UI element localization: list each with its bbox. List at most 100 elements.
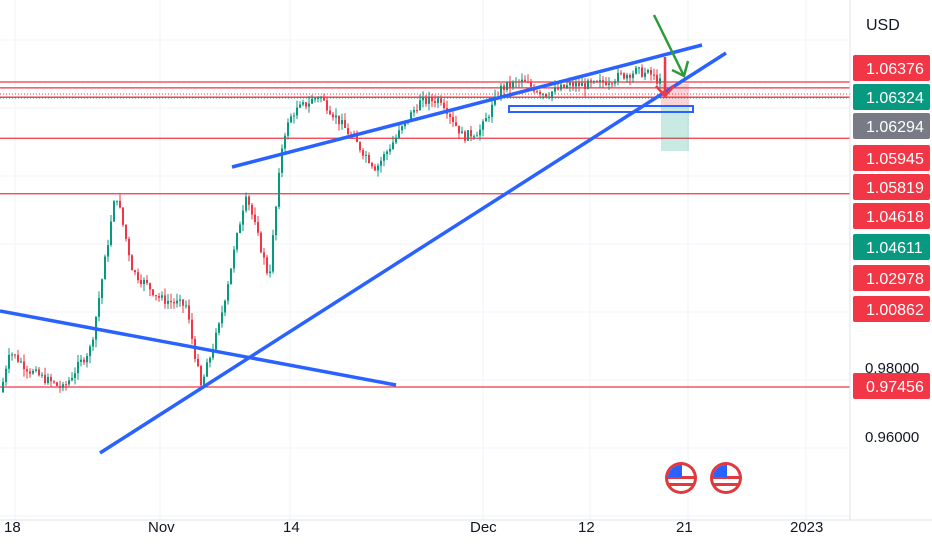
- candle: [17, 354, 19, 362]
- candle: [248, 196, 250, 205]
- candle: [578, 82, 580, 87]
- candle: [638, 67, 640, 69]
- candle: [587, 80, 589, 90]
- candle: [206, 362, 208, 377]
- candle: [299, 104, 301, 108]
- candle: [158, 295, 160, 298]
- candle: [146, 279, 148, 284]
- candle: [383, 154, 385, 161]
- candle: [602, 80, 604, 83]
- candle: [458, 125, 460, 134]
- candle: [521, 79, 523, 82]
- candle: [545, 93, 547, 97]
- price-tag-bg: [853, 113, 930, 139]
- candle: [326, 100, 328, 111]
- candle: [56, 382, 58, 386]
- candle: [281, 148, 283, 173]
- candle: [632, 73, 634, 78]
- candle: [251, 204, 253, 215]
- candle: [572, 82, 574, 87]
- y-tick-label: 0.98000: [865, 360, 919, 377]
- x-tick-label: Dec: [470, 519, 497, 536]
- candle: [224, 300, 226, 313]
- candle: [257, 222, 259, 233]
- us-flag-icon[interactable]: [665, 462, 697, 494]
- candle: [344, 120, 346, 128]
- x-tick-label: 21: [676, 519, 693, 536]
- candle: [80, 359, 82, 362]
- candle: [50, 376, 52, 382]
- candle: [98, 298, 100, 317]
- candle: [608, 83, 610, 85]
- candle: [332, 114, 334, 118]
- price-tag-bg: [853, 373, 930, 399]
- candle: [320, 97, 322, 99]
- price-tag: 1.02978: [853, 265, 930, 291]
- price-tag: 1.04618: [853, 203, 930, 229]
- candle: [650, 69, 652, 75]
- red-arrow-head: [655, 85, 675, 98]
- candle: [473, 136, 475, 138]
- candle: [53, 381, 55, 383]
- candle: [644, 72, 646, 77]
- candle: [398, 130, 400, 138]
- candle: [581, 83, 583, 87]
- candle: [368, 154, 370, 164]
- candle: [395, 137, 397, 143]
- candle: [410, 112, 412, 122]
- candle: [515, 81, 517, 83]
- candle: [164, 295, 166, 304]
- candle: [29, 371, 31, 374]
- candle: [5, 368, 7, 382]
- trendlines[interactable]: [0, 43, 727, 455]
- price-tag-bg: [853, 174, 930, 200]
- candle: [347, 127, 349, 135]
- candle: [482, 121, 484, 130]
- candle: [617, 72, 619, 82]
- candle: [137, 272, 139, 281]
- candle: [584, 83, 586, 90]
- candle: [47, 376, 49, 384]
- candle: [107, 245, 109, 257]
- candle: [221, 312, 223, 324]
- candle: [86, 355, 88, 363]
- candle: [314, 98, 316, 100]
- candle: [329, 110, 331, 115]
- candle: [275, 206, 277, 236]
- x-tick-label: 14: [283, 519, 300, 536]
- candle: [371, 163, 373, 167]
- candle: [563, 84, 565, 88]
- position-tool[interactable]: [508, 84, 694, 151]
- time-axis[interactable]: 18 Nov 14 Dec 12 21 2023: [4, 519, 823, 536]
- candle: [272, 235, 274, 272]
- candle: [38, 369, 40, 376]
- candle: [200, 366, 202, 386]
- candle: [506, 82, 508, 90]
- candle: [593, 81, 595, 83]
- candle: [161, 295, 163, 298]
- price-tag-label: 1.02978: [866, 271, 924, 288]
- candle: [338, 115, 340, 125]
- y-tick-label: 0.96000: [865, 429, 919, 446]
- candle: [170, 300, 172, 303]
- price-tags: 1.06376 1.06324 1.06294 1.05945 1.05819 1.046…: [853, 55, 930, 399]
- us-flag-icon[interactable]: [710, 462, 742, 494]
- candle: [470, 130, 472, 137]
- price-tag-bg: [853, 84, 930, 110]
- candle: [503, 85, 505, 90]
- candle: [89, 346, 91, 356]
- price-tag-label: 1.00862: [866, 302, 924, 319]
- candle: [242, 210, 244, 225]
- candle: [569, 82, 571, 86]
- candle: [122, 207, 124, 225]
- candle: [290, 116, 292, 123]
- candle: [65, 384, 67, 386]
- candle: [59, 385, 61, 388]
- candle: [401, 126, 403, 131]
- candle: [443, 102, 445, 109]
- candle: [491, 104, 493, 117]
- green-arrow-head: [671, 60, 690, 78]
- candle: [464, 131, 466, 141]
